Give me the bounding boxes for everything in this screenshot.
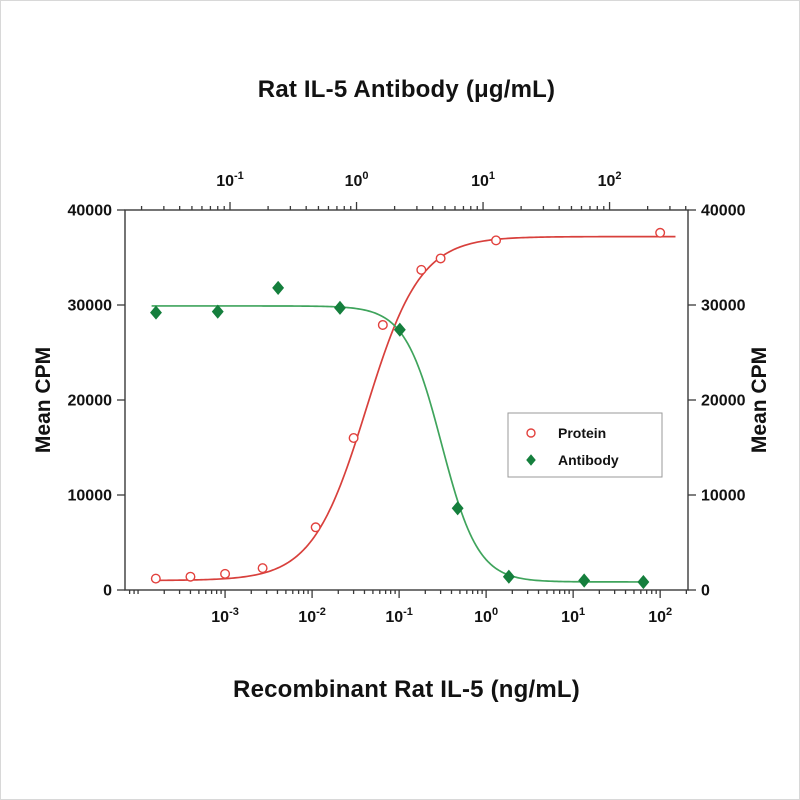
bottom-axis-tick-label: 10-1: [385, 606, 413, 626]
antibody-point: [393, 322, 406, 337]
right-axis-tick-label: 10000: [701, 488, 746, 505]
antibody-points: [150, 280, 650, 590]
antibody-point: [578, 573, 591, 588]
plot-frame: [124, 209, 689, 591]
bottom-axis-title: Recombinant Rat IL-5 (ng/mL): [233, 676, 580, 703]
top-axis-tick-label: 100: [345, 170, 369, 190]
protein-point: [185, 571, 196, 582]
left-axis-tick-label: 30000: [68, 298, 113, 315]
antibody-point: [211, 304, 224, 319]
protein-point: [435, 253, 446, 264]
protein-point: [655, 227, 666, 238]
antibody-point: [637, 574, 650, 590]
protein-curve: [153, 235, 676, 582]
right-axis-tick-label: 30000: [701, 298, 746, 315]
left-axis-tick-label: 20000: [68, 393, 113, 410]
protein-point: [348, 433, 359, 444]
bottom-axis-tick-label: 10-3: [211, 606, 239, 626]
antibody-point: [272, 280, 285, 295]
bottom-axis-tick-label: 10-2: [298, 606, 326, 626]
protein-points: [150, 227, 666, 584]
protein-point: [220, 568, 231, 579]
left-axis-tick-label: 10000: [68, 488, 113, 505]
antibody-point: [502, 569, 515, 584]
legend-antibody-marker: [526, 454, 536, 466]
protein-point: [491, 235, 502, 246]
legend: Protein Antibody: [507, 412, 663, 478]
legend-box: [507, 412, 663, 478]
top-x-axis: 10-1 100 101 102: [140, 170, 687, 210]
legend-antibody-label: Antibody: [558, 452, 619, 468]
bottom-axis-tick-label: 102: [648, 606, 672, 626]
antibody-point: [150, 305, 162, 320]
bottom-axis-tick-label: 101: [561, 606, 585, 626]
protein-point: [416, 264, 427, 275]
right-axis-tick-label: 0: [701, 583, 710, 600]
legend-protein-marker: [526, 428, 536, 438]
y-axes: 0 0 10000 10000 20000 20000 30000 30000 40000 400…: [68, 203, 746, 600]
top-axis-tick-label: 10-1: [216, 170, 244, 190]
bottom-axis-tick-label: 100: [474, 606, 498, 626]
left-axis-tick-label: 0: [103, 583, 112, 600]
antibody-point: [451, 501, 464, 516]
top-axis-tick-label: 101: [471, 170, 495, 190]
protein-point: [377, 319, 388, 330]
right-axis-tick-label: 40000: [701, 203, 746, 220]
bottom-x-axis: 10-3 10-2 10-1 100 101 102: [128, 590, 687, 626]
right-axis-tick-label: 20000: [701, 393, 746, 410]
legend-protein-label: Protein: [558, 425, 606, 441]
left-axis-tick-label: 40000: [68, 203, 113, 220]
top-axis-tick-label: 102: [598, 170, 622, 190]
protein-point: [310, 522, 321, 533]
protein-point: [150, 573, 161, 584]
protein-point: [257, 563, 268, 574]
top-axis-title: Rat IL-5 Antibody (μg/mL): [257, 76, 556, 103]
antibody-point: [334, 300, 346, 315]
